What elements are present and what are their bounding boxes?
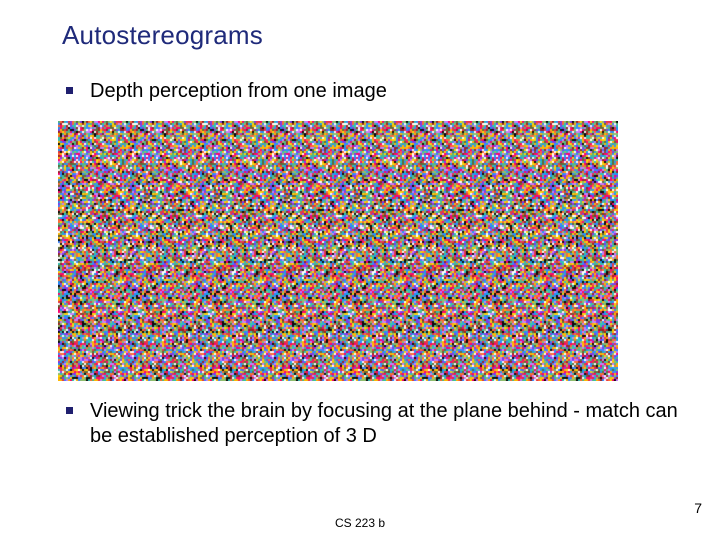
page-number: 7 <box>694 500 702 516</box>
slide-root: Autostereograms Depth perception from on… <box>0 0 720 540</box>
autostereogram-image <box>58 121 618 381</box>
bullet-item: Viewing trick the brain by focusing at t… <box>90 399 680 448</box>
bullet-text: Viewing trick the brain by focusing at t… <box>90 400 678 446</box>
bullet-text: Depth perception from one image <box>90 80 387 102</box>
autostereogram-canvas <box>58 121 618 381</box>
footer-course-code: CS 223 b <box>0 516 720 530</box>
bullet-list: Depth perception from one image <box>62 79 680 103</box>
bullet-list-2: Viewing trick the brain by focusing at t… <box>62 399 680 448</box>
slide-title: Autostereograms <box>62 20 680 51</box>
bullet-item: Depth perception from one image <box>90 79 680 103</box>
